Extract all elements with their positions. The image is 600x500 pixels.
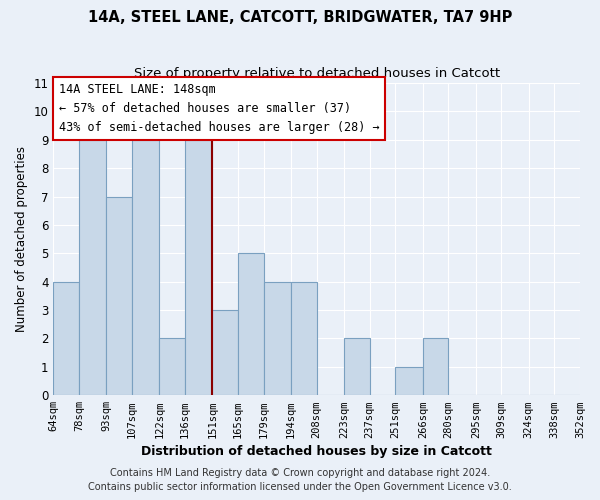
Bar (79, 140, 106, 395)
Bar (395, 367, 423, 395)
Bar (238, 254, 263, 395)
Bar (263, 282, 291, 395)
Bar (212, 310, 238, 395)
Title: Size of property relative to detached houses in Catcott: Size of property relative to detached ho… (134, 68, 500, 80)
Bar (106, 196, 132, 395)
Text: 14A STEEL LANE: 148sqm
← 57% of detached houses are smaller (37)
43% of semi-det: 14A STEEL LANE: 148sqm ← 57% of detached… (59, 83, 380, 134)
Bar (132, 140, 160, 395)
Bar (423, 338, 448, 395)
Bar (53, 282, 79, 395)
Bar (291, 282, 317, 395)
Text: 14A, STEEL LANE, CATCOTT, BRIDGWATER, TA7 9HP: 14A, STEEL LANE, CATCOTT, BRIDGWATER, TA… (88, 10, 512, 25)
Y-axis label: Number of detached properties: Number of detached properties (15, 146, 28, 332)
Bar (185, 140, 212, 395)
X-axis label: Distribution of detached houses by size in Catcott: Distribution of detached houses by size … (141, 444, 492, 458)
Bar (344, 338, 370, 395)
Text: Contains HM Land Registry data © Crown copyright and database right 2024.
Contai: Contains HM Land Registry data © Crown c… (88, 468, 512, 492)
Bar (160, 338, 185, 395)
